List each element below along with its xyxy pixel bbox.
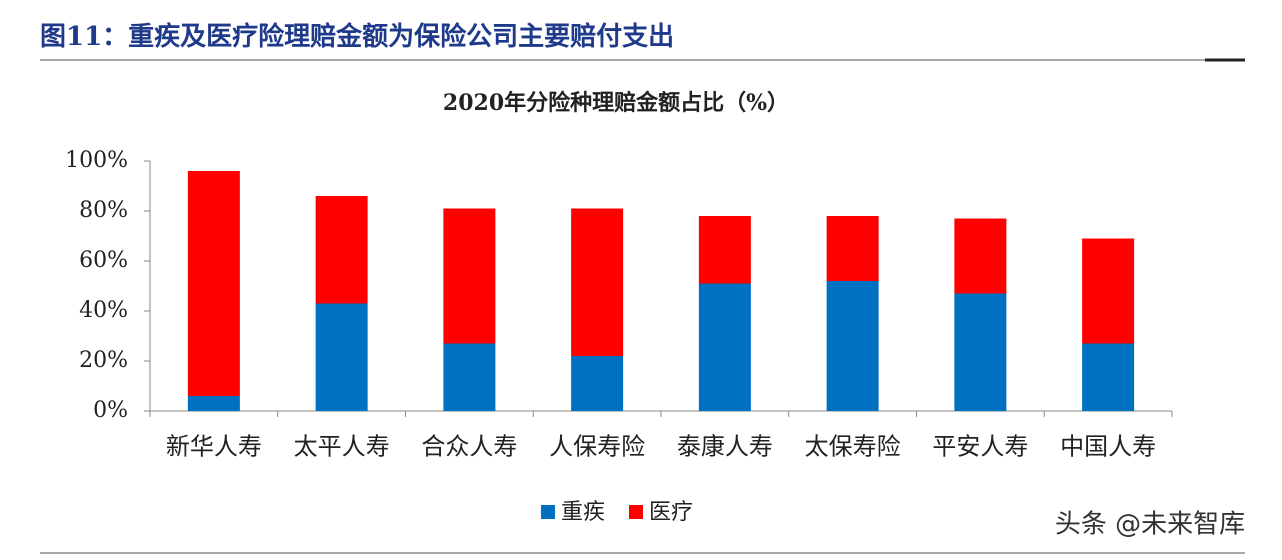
bar-segment bbox=[571, 356, 624, 411]
y-tick-label: 60% bbox=[79, 248, 128, 273]
legend-swatch bbox=[629, 505, 643, 519]
bar-segment bbox=[443, 343, 496, 411]
x-tick-label: 泰康人寿 bbox=[677, 433, 773, 461]
legend-label: 医疗 bbox=[649, 500, 693, 525]
y-tick-label: 80% bbox=[79, 198, 128, 223]
header-title: 图11：重疾及医疗险理赔金额为保险公司主要赔付支出 bbox=[40, 21, 674, 52]
bar-segment bbox=[315, 303, 368, 411]
bar-segment bbox=[954, 218, 1007, 294]
bar-segment bbox=[443, 208, 496, 344]
x-tick-label: 太保寿险 bbox=[805, 433, 901, 461]
bar-segment bbox=[698, 283, 751, 411]
x-tick-label: 人保寿险 bbox=[549, 433, 645, 461]
y-tick-label: 100% bbox=[65, 148, 128, 173]
x-tick-label: 合众人寿 bbox=[421, 433, 517, 461]
bar-segment bbox=[698, 216, 751, 284]
x-tick-label: 太平人寿 bbox=[294, 433, 390, 461]
y-tick-label: 40% bbox=[79, 298, 128, 323]
bar-segment bbox=[1082, 343, 1135, 411]
bar-segment bbox=[826, 216, 879, 281]
bar-segment bbox=[315, 196, 368, 304]
bar-segment bbox=[954, 293, 1007, 411]
x-tick-label: 平安人寿 bbox=[932, 433, 1028, 461]
y-tick-label: 0% bbox=[93, 398, 128, 423]
legend-swatch bbox=[541, 505, 555, 519]
bar-segment bbox=[1082, 238, 1135, 344]
chart-title: 2020年分险种理赔金额占比（%） bbox=[443, 90, 789, 116]
x-tick-label: 新华人寿 bbox=[166, 433, 262, 461]
bar-segment bbox=[187, 396, 240, 411]
x-tick-label: 中国人寿 bbox=[1060, 433, 1156, 461]
legend-label: 重疾 bbox=[561, 500, 605, 525]
y-tick-label: 20% bbox=[79, 348, 128, 373]
bar-segment bbox=[826, 281, 879, 411]
bar-segment bbox=[187, 171, 240, 396]
bar-segment bbox=[571, 208, 624, 356]
watermark: 头条 @未来智库 bbox=[1055, 510, 1245, 540]
